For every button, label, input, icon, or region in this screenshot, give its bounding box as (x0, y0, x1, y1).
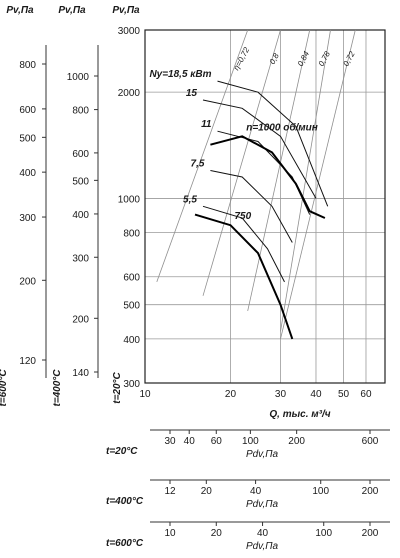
left-scale-tick-label: 200 (19, 276, 36, 287)
left-scale-header: Pv,Па (58, 5, 86, 16)
bottom-scale-tick-label: 100 (242, 436, 259, 447)
bottom-scale-label: Pdv,Па (246, 449, 279, 460)
bottom-scale-tick-label: 600 (362, 436, 379, 447)
speed-curve (210, 135, 326, 219)
left-scale-tick-label: 300 (19, 213, 36, 224)
bottom-scale-tick-label: 100 (312, 486, 329, 497)
bottom-scale-tick-label: 60 (211, 436, 223, 447)
efficiency-label: 0,78 (317, 49, 333, 67)
bottom-scale-tick-label: 20 (211, 528, 223, 539)
efficiency-label: η=0,72 (232, 45, 252, 72)
speed-curve (194, 213, 294, 340)
bottom-scale-tick-label: 200 (288, 436, 305, 447)
bottom-scale-temp-label: t=20°C (106, 446, 138, 457)
x-tick-label: 50 (338, 389, 350, 400)
bottom-scale-label: Pdv,Па (246, 499, 279, 510)
left-scale-tick-label: 800 (19, 60, 36, 71)
efficiency-label: 0,84 (296, 49, 312, 67)
power-curve (210, 170, 293, 243)
efficiency-line (156, 29, 249, 283)
y-tick-label: 800 (123, 229, 140, 240)
left-scale-tick-label: 1000 (67, 72, 90, 83)
power-curve-label: Nу=18,5 кВт (149, 69, 211, 80)
power-curve (202, 205, 285, 283)
speed-curve-label: n=1000 об/мин (246, 121, 318, 133)
left-scale-tick-label: 500 (72, 176, 89, 187)
left-scale-tick-label: 200 (72, 314, 89, 325)
y-tick-label: 400 (123, 335, 140, 346)
power-curve (217, 130, 311, 215)
y-tick-label: 1000 (118, 194, 141, 205)
x-axis-label: Q, тыс. м³/ч (269, 409, 330, 420)
efficiency-line (247, 29, 311, 311)
y-tick-label: 500 (123, 301, 140, 312)
power-curve-label: 5,5 (183, 194, 197, 205)
power-curve-label: 11 (201, 119, 212, 130)
y-tick-label: 3000 (118, 26, 141, 37)
bottom-scale-tick-label: 40 (250, 486, 262, 497)
power-curve-label: 15 (186, 88, 198, 99)
efficiency-label: 0,8 (268, 51, 281, 66)
bottom-scale-temp-label: t=600°C (106, 538, 144, 549)
left-scale-header: Pv,Па (6, 5, 34, 16)
plot-frame (144, 29, 386, 384)
y-tick-label: 600 (123, 273, 140, 284)
bottom-scale-tick-label: 100 (315, 528, 332, 539)
bottom-scale-tick-label: 20 (201, 486, 213, 497)
left-scale-tick-label: 500 (19, 133, 36, 144)
left-scale-tick-label: 400 (19, 168, 36, 179)
bottom-scale-label: Pdv,Па (246, 541, 279, 552)
power-curve (217, 80, 329, 207)
left-scale-tick-label: 120 (19, 356, 36, 367)
left-scale-header: Pv,Па (112, 5, 140, 16)
bottom-scale-temp-label: t=400°C (106, 496, 144, 507)
left-scale-tick-label: 800 (72, 106, 89, 117)
efficiency-line (202, 29, 281, 296)
efficiency-line (280, 29, 356, 339)
x-tick-label: 40 (310, 389, 322, 400)
power-curve-label: 7,5 (191, 158, 205, 169)
bottom-scale-tick-label: 12 (164, 486, 176, 497)
bottom-scale-tick-label: 200 (362, 486, 379, 497)
x-tick-label: 10 (139, 389, 151, 400)
y-tick-label: 300 (123, 379, 140, 390)
left-scale-temp-label: t=400°C (52, 369, 63, 407)
x-tick-label: 30 (275, 389, 287, 400)
power-curve (202, 99, 317, 199)
y-tick-label: 2000 (118, 88, 141, 99)
left-scale-tick-label: 400 (72, 210, 89, 221)
x-tick-label: 60 (360, 389, 372, 400)
bottom-scale-tick-label: 40 (184, 436, 196, 447)
left-scale-temp-label: t=20°C (112, 371, 123, 403)
left-scale-tick-label: 300 (72, 253, 89, 264)
left-scale-tick-label: 600 (19, 105, 36, 116)
speed-curve-label: 750 (234, 211, 251, 222)
bottom-scale-tick-label: 30 (164, 436, 176, 447)
bottom-scale-tick-label: 200 (362, 528, 379, 539)
bottom-scale-tick-label: 10 (164, 528, 176, 539)
left-scale-tick-label: 140 (72, 368, 89, 379)
left-scale-tick-label: 600 (72, 149, 89, 160)
x-tick-label: 20 (225, 389, 237, 400)
left-scale-temp-label: t=600°C (0, 369, 9, 407)
bottom-scale-tick-label: 40 (257, 528, 269, 539)
